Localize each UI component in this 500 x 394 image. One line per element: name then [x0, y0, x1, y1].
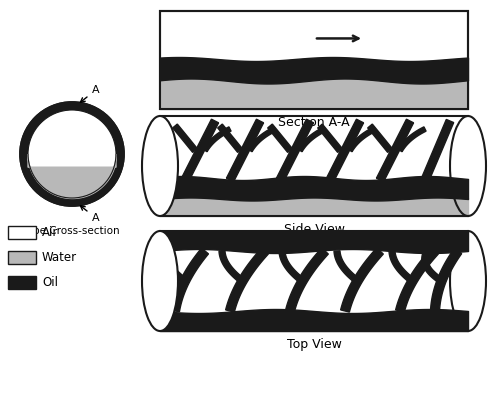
Polygon shape	[340, 248, 384, 312]
Text: Water: Water	[42, 251, 77, 264]
Text: Pipe Cross-section: Pipe Cross-section	[24, 226, 120, 236]
Bar	[160, 11, 468, 109]
Circle shape	[28, 110, 116, 198]
Polygon shape	[318, 124, 342, 152]
Polygon shape	[170, 248, 208, 312]
Polygon shape	[334, 251, 359, 283]
Polygon shape	[164, 251, 187, 283]
Text: Top View: Top View	[286, 338, 342, 351]
Polygon shape	[226, 248, 268, 312]
Polygon shape	[268, 124, 292, 152]
Bar	[8, 251, 36, 264]
Ellipse shape	[142, 116, 178, 216]
Polygon shape	[422, 249, 443, 284]
Polygon shape	[298, 127, 326, 152]
Polygon shape	[286, 248, 329, 312]
Polygon shape	[398, 127, 426, 152]
Bar	[8, 226, 36, 239]
Ellipse shape	[142, 231, 178, 331]
Text: Air: Air	[42, 226, 58, 239]
Polygon shape	[226, 119, 264, 182]
Polygon shape	[389, 251, 414, 283]
Polygon shape	[28, 154, 116, 198]
Polygon shape	[348, 127, 376, 152]
Polygon shape	[422, 119, 454, 182]
Text: Side View: Side View	[284, 223, 344, 236]
Polygon shape	[376, 119, 414, 182]
Polygon shape	[396, 248, 438, 312]
Polygon shape	[203, 127, 231, 152]
Polygon shape	[279, 251, 304, 283]
Polygon shape	[368, 124, 392, 152]
Polygon shape	[219, 251, 244, 283]
Text: Oil: Oil	[42, 276, 58, 289]
Polygon shape	[248, 127, 276, 152]
Polygon shape	[182, 119, 218, 182]
Text: Section A-A: Section A-A	[278, 116, 350, 129]
Bar	[8, 276, 36, 289]
Polygon shape	[218, 124, 242, 152]
Text: A: A	[80, 206, 100, 223]
Polygon shape	[326, 119, 364, 182]
Polygon shape	[276, 119, 314, 182]
Bar	[160, 11, 468, 109]
Circle shape	[20, 102, 124, 206]
Text: A: A	[80, 85, 100, 102]
Polygon shape	[172, 124, 198, 152]
Polygon shape	[430, 248, 462, 311]
